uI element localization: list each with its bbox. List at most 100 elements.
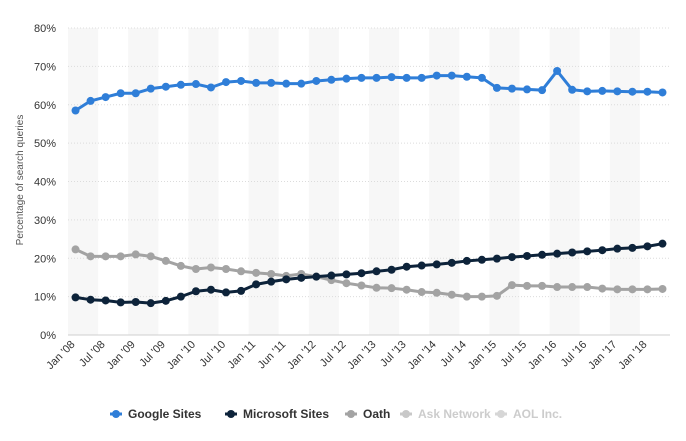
data-point-microsoft-sites xyxy=(86,295,95,304)
legend-swatch-marker xyxy=(227,410,235,418)
series-line-google-sites xyxy=(74,69,663,112)
data-point-microsoft-sites xyxy=(101,296,110,305)
data-point-oath xyxy=(146,252,155,261)
data-point-microsoft-sites xyxy=(312,272,321,281)
data-point-oath xyxy=(447,290,456,299)
data-point-google-sites xyxy=(387,73,396,82)
data-point-microsoft-sites xyxy=(568,248,577,257)
data-point-google-sites xyxy=(583,87,592,96)
legend-item-oath[interactable]: Oath xyxy=(345,407,390,421)
legend-item-microsoft-sites[interactable]: Microsoft Sites xyxy=(225,407,329,421)
legend-label: Google Sites xyxy=(128,407,202,421)
data-point-oath xyxy=(387,284,396,293)
data-point-oath xyxy=(342,279,351,288)
data-point-google-sites xyxy=(568,85,577,94)
data-point-oath xyxy=(462,292,471,301)
data-point-google-sites xyxy=(507,84,516,93)
legend-label: Oath xyxy=(363,407,390,421)
data-point-google-sites xyxy=(462,72,471,81)
data-point-microsoft-sites xyxy=(402,262,411,271)
y-tick-label: 70% xyxy=(34,61,56,73)
y-tick-label: 50% xyxy=(34,138,56,150)
data-point-oath xyxy=(432,288,441,297)
data-point-google-sites xyxy=(86,96,95,105)
legend-label: Ask Network xyxy=(418,407,491,421)
data-point-oath xyxy=(553,283,562,292)
data-point-google-sites xyxy=(357,73,366,82)
data-point-google-sites xyxy=(538,86,547,95)
data-point-google-sites xyxy=(613,87,622,96)
data-point-oath xyxy=(402,285,411,294)
legend-item-ask-network[interactable]: Ask Network xyxy=(400,407,491,421)
data-point-microsoft-sites xyxy=(658,239,667,248)
data-point-microsoft-sites xyxy=(492,254,501,263)
data-point-microsoft-sites xyxy=(462,256,471,265)
data-point-oath xyxy=(222,264,231,273)
legend-item-aol-inc-[interactable]: AOL Inc. xyxy=(495,407,562,421)
data-point-microsoft-sites xyxy=(267,277,276,286)
data-point-microsoft-sites xyxy=(237,286,246,295)
legend-item-google-sites[interactable]: Google Sites xyxy=(110,407,202,421)
y-tick-label: 80% xyxy=(34,23,56,35)
data-point-oath xyxy=(598,284,607,293)
data-point-microsoft-sites xyxy=(628,243,637,252)
data-point-oath xyxy=(267,269,276,278)
data-point-oath xyxy=(492,291,501,300)
data-point-oath xyxy=(372,283,381,292)
y-tick-label: 20% xyxy=(34,253,56,265)
data-point-microsoft-sites xyxy=(643,242,652,251)
data-point-oath xyxy=(161,256,170,265)
data-point-google-sites xyxy=(658,88,667,97)
x-tick-label: Jan '11 xyxy=(225,339,258,372)
data-point-google-sites xyxy=(297,79,306,88)
x-tick-label: Jan '12 xyxy=(285,339,318,372)
x-tick-label: Jul '09 xyxy=(137,339,168,370)
legend-label: AOL Inc. xyxy=(513,407,562,421)
x-tick-label: Jan '18 xyxy=(616,339,649,372)
data-point-google-sites xyxy=(312,76,321,85)
data-point-oath xyxy=(643,285,652,294)
data-point-google-sites xyxy=(161,82,170,91)
data-point-google-sites xyxy=(327,75,336,84)
legend-swatch-marker xyxy=(347,410,355,418)
x-tick-label: Jan '09 xyxy=(105,339,138,372)
y-tick-label: 30% xyxy=(34,215,56,227)
data-point-microsoft-sites xyxy=(538,250,547,259)
data-point-microsoft-sites xyxy=(116,298,125,307)
data-point-microsoft-sites xyxy=(583,247,592,256)
data-point-oath xyxy=(583,283,592,292)
data-point-microsoft-sites xyxy=(523,251,532,260)
legend: Google Sites Microsoft Sites Oath Ask Netwo… xyxy=(110,407,562,421)
y-tick-label: 10% xyxy=(34,292,56,304)
y-tick-label: 60% xyxy=(34,100,56,112)
series-line-oath xyxy=(74,248,663,299)
data-point-microsoft-sites xyxy=(327,271,336,280)
data-point-google-sites xyxy=(477,73,486,82)
data-point-microsoft-sites xyxy=(372,267,381,276)
data-point-google-sites xyxy=(116,89,125,98)
data-point-oath xyxy=(206,263,215,272)
data-point-google-sites xyxy=(643,87,652,96)
data-point-oath xyxy=(131,250,140,259)
data-point-google-sites xyxy=(417,73,426,82)
data-point-oath xyxy=(613,285,622,294)
data-point-microsoft-sites xyxy=(161,296,170,305)
data-point-google-sites xyxy=(267,78,276,87)
x-tick-label: Jan '13 xyxy=(345,339,378,372)
x-tick-label: Jul '13 xyxy=(378,339,409,370)
data-point-microsoft-sites xyxy=(222,288,231,297)
data-point-oath xyxy=(417,288,426,297)
data-point-google-sites xyxy=(237,76,246,85)
legend-swatch-marker xyxy=(112,410,120,418)
x-tick-label: Jul '12 xyxy=(318,339,349,370)
y-tick-label: 0% xyxy=(40,330,56,342)
x-tick-label: Jun '11 xyxy=(256,339,289,372)
x-tick-label: Jul '15 xyxy=(498,339,529,370)
x-tick-label: Jul '08 xyxy=(77,339,108,370)
data-point-oath xyxy=(176,261,185,270)
data-point-oath xyxy=(86,252,95,261)
data-point-microsoft-sites xyxy=(342,270,351,279)
data-point-microsoft-sites xyxy=(282,275,291,284)
